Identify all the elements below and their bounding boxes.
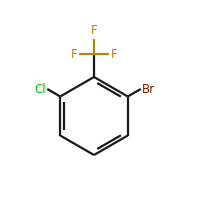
Text: F: F [91, 24, 97, 37]
Text: F: F [111, 47, 117, 60]
Text: F: F [71, 47, 77, 60]
Text: Br: Br [142, 83, 155, 96]
Text: Cl: Cl [34, 83, 46, 96]
